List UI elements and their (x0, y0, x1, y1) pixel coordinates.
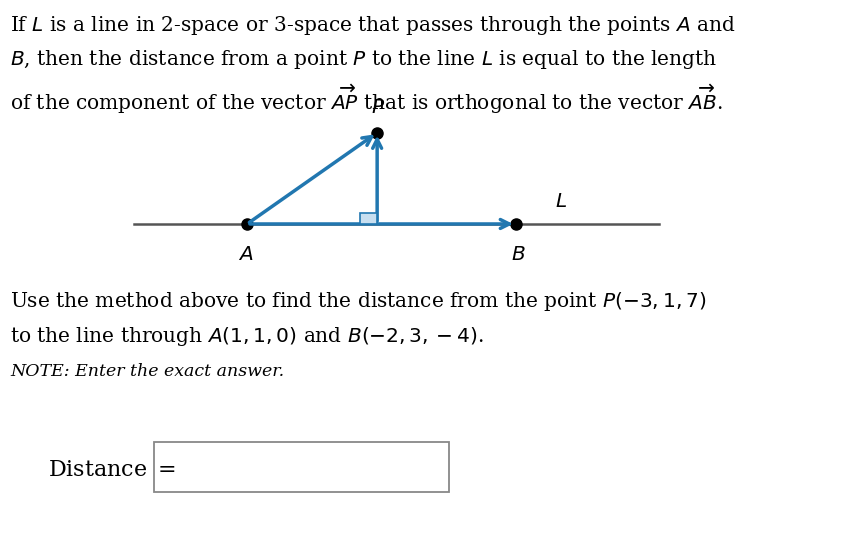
Text: to the line through $A(1, 1, 0)$ and $B(-2, 3, -4)$.: to the line through $A(1, 1, 0)$ and $B(… (10, 325, 485, 348)
Text: $L$: $L$ (555, 192, 567, 211)
Polygon shape (360, 213, 377, 224)
Text: $P$: $P$ (371, 98, 385, 117)
Text: NOTE: Enter the exact answer.: NOTE: Enter the exact answer. (10, 363, 284, 380)
Bar (154, 442, 449, 492)
Text: $B$, then the distance from a point $P$ to the line $L$ is equal to the length: $B$, then the distance from a point $P$ … (10, 48, 718, 71)
Text: $A$: $A$ (238, 245, 253, 264)
Text: $B$: $B$ (512, 245, 525, 264)
Text: of the component of the vector $\overrightarrow{AP}$ that is orthogonal to the v: of the component of the vector $\overrig… (10, 82, 723, 116)
Text: Use the method above to find the distance from the point $P(-3,1,7)$: Use the method above to find the distanc… (10, 290, 707, 314)
Text: If $L$ is a line in 2-space or 3-space that passes through the points $A$ and: If $L$ is a line in 2-space or 3-space t… (10, 14, 736, 37)
Text: Distance $=$: Distance $=$ (48, 459, 176, 481)
